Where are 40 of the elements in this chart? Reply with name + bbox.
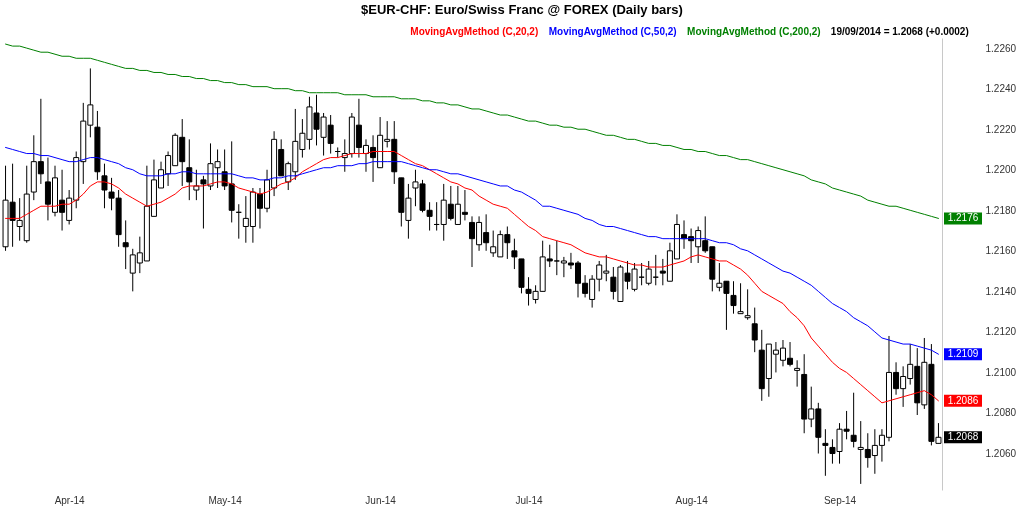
y-tick-label: 1.2200 xyxy=(985,164,1017,176)
candlestick xyxy=(850,392,857,448)
candlestick xyxy=(822,428,829,477)
candlestick xyxy=(122,219,129,270)
annotation: 1.2068 xyxy=(947,431,979,443)
y-tick-label: 1.2120 xyxy=(985,326,1017,338)
candlestick xyxy=(101,163,108,209)
candlestick xyxy=(794,359,801,388)
y-tick-label: 1.2220 xyxy=(985,123,1017,135)
line-series xyxy=(5,146,939,355)
text: 19/09/2014 = 1.2068 (+0.0002) xyxy=(830,26,969,37)
y-tick-label: 1.2260 xyxy=(985,42,1017,54)
x-tick-label: Sep-14 xyxy=(823,494,857,506)
text: MovingAvgMethod (C,50,2) xyxy=(548,26,677,37)
y-tick-label: 1.2060 xyxy=(985,448,1017,460)
candlestick xyxy=(751,307,758,353)
text: MovingAvgMethod (C,200,2) xyxy=(687,26,821,37)
x-tick-label: Jul-14 xyxy=(515,494,544,506)
line-series xyxy=(5,43,939,219)
y-tick-label: 1.2080 xyxy=(985,407,1017,419)
x-tick-label: Apr-14 xyxy=(54,494,86,506)
y-tick-label: 1.2140 xyxy=(985,285,1017,297)
y-tick-label: 1.2180 xyxy=(985,204,1017,216)
text: MovingAvgMethod (C,20,2) xyxy=(410,26,539,37)
x-tick-label: May-14 xyxy=(208,494,243,506)
chart-title: $EUR-CHF: Euro/Swiss Franc @ FOREX (Daily bars) xyxy=(361,2,683,17)
data-label: 1.2176 xyxy=(947,212,979,224)
y-tick-label: 1.2160 xyxy=(985,245,1017,257)
x-tick-label: Jun-14 xyxy=(365,494,397,506)
y-tick-label: 1.2100 xyxy=(985,366,1017,378)
candlestick xyxy=(744,288,751,321)
y-tick-label: 1.2240 xyxy=(985,83,1017,95)
x-tick-label: Aug-14 xyxy=(675,494,709,506)
data-label: 1.2086 xyxy=(947,394,979,406)
candlestick xyxy=(186,138,193,201)
candlestick xyxy=(511,238,518,270)
data-label: 1.2109 xyxy=(947,348,979,360)
candlestick xyxy=(737,282,744,315)
candlestick xyxy=(193,169,200,201)
candlestick xyxy=(730,280,737,315)
